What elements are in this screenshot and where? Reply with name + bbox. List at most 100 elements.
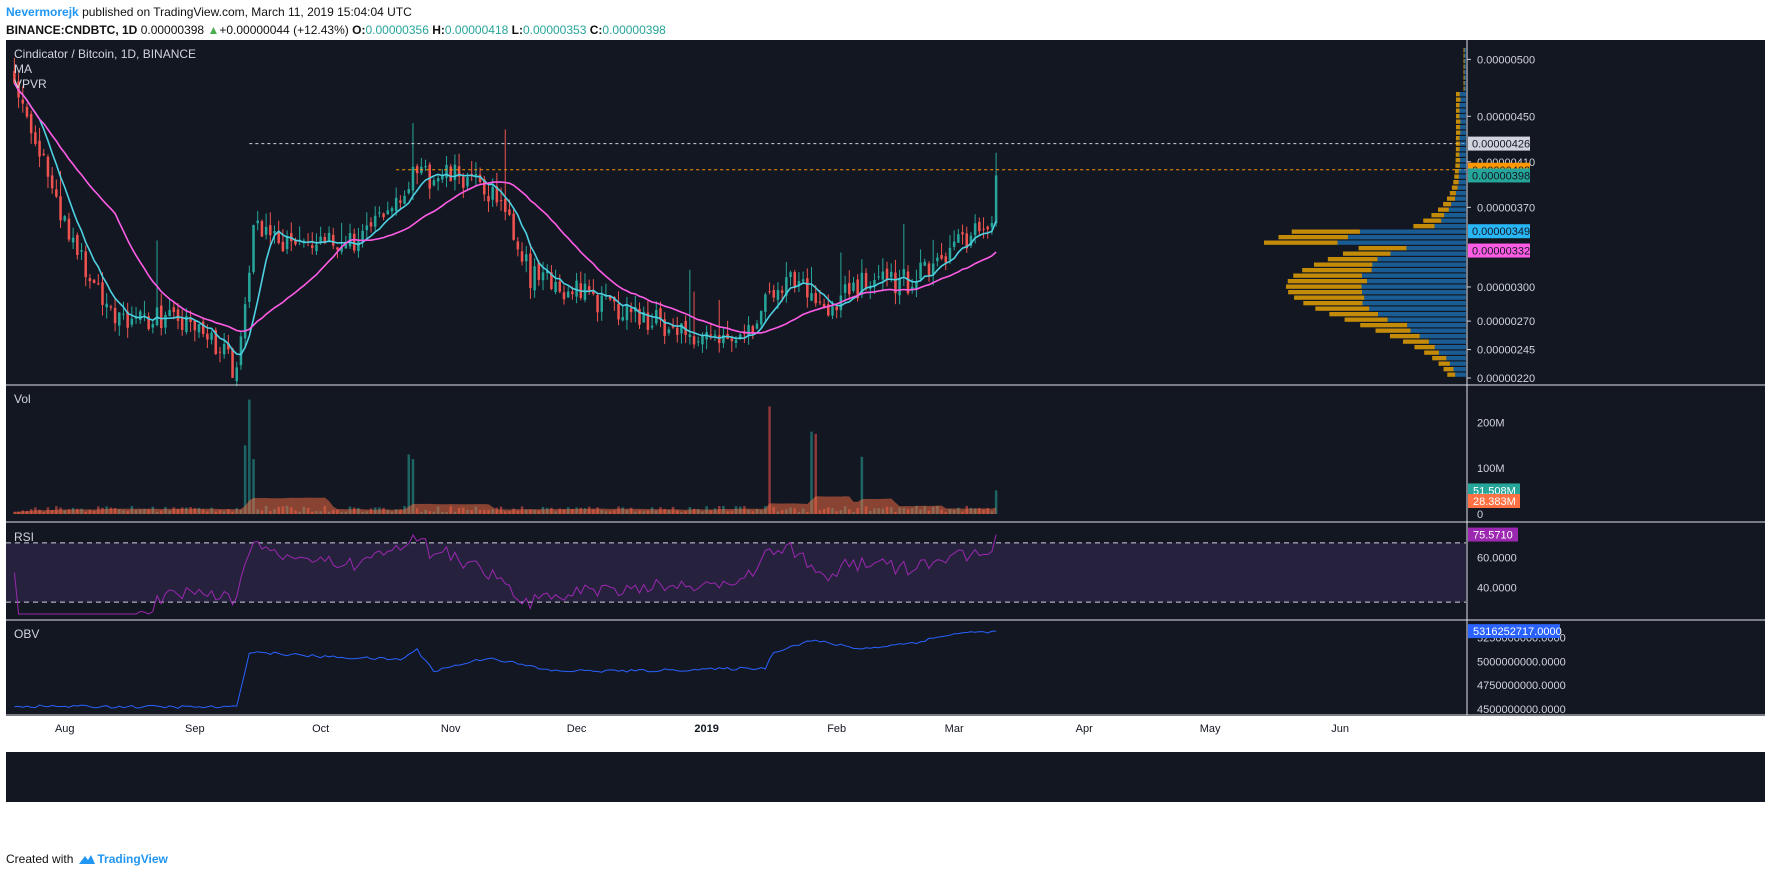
vpvr-bar-up	[1378, 312, 1466, 317]
candle-body	[260, 221, 264, 237]
candle-body	[785, 277, 788, 296]
vpvr-bar-up	[1434, 345, 1466, 350]
candle	[50, 167, 54, 194]
candle	[252, 224, 255, 275]
vpvr-indicator-label[interactable]: VPVR	[14, 77, 47, 91]
vpvr-bar-down	[1463, 48, 1465, 53]
candle-body	[487, 196, 490, 202]
candle-body	[50, 175, 54, 189]
chart-area[interactable]: 0.00000220 0.00000245 0.00000270 0.00000300…	[0, 40, 1771, 830]
candle	[898, 269, 901, 305]
candle-body	[717, 335, 721, 344]
candle-body	[378, 212, 381, 214]
obv-tick-label: 4750000000.0000	[1477, 680, 1566, 692]
candle-body	[923, 261, 927, 266]
volume-bar	[860, 456, 864, 514]
time-tick-label: Oct	[312, 723, 329, 735]
candle	[587, 279, 591, 295]
candle	[957, 228, 960, 243]
vpvr-bar-up	[1464, 48, 1466, 53]
candle	[331, 227, 335, 250]
rsi-tag-label: 75.5710	[1473, 530, 1513, 542]
candle-body	[533, 266, 536, 291]
candle	[449, 163, 452, 182]
candle-body	[201, 321, 205, 334]
candle-body	[852, 282, 855, 291]
candle	[978, 217, 981, 236]
vpvr-bar-down	[1455, 97, 1461, 102]
candle-body	[105, 303, 108, 308]
candle-body	[34, 132, 37, 145]
candle	[554, 269, 557, 295]
ma-indicator-label[interactable]: MA	[14, 62, 32, 76]
last-price: 0.00000398	[140, 23, 205, 37]
candle-body	[441, 175, 444, 180]
rsi-pane[interactable]	[6, 533, 1466, 615]
candle	[747, 316, 750, 345]
vpvr-bar-up	[1361, 284, 1466, 289]
candle	[617, 291, 620, 326]
candle	[692, 291, 696, 349]
candle-body	[961, 232, 964, 235]
price-pane[interactable]	[13, 48, 1466, 387]
candle	[222, 333, 226, 359]
candle	[478, 167, 482, 184]
candle	[562, 285, 566, 305]
candle	[109, 304, 113, 311]
candle-body	[550, 272, 553, 290]
candle	[55, 179, 58, 199]
candle-body	[210, 332, 213, 340]
candle-body	[902, 269, 906, 276]
volume-bar	[252, 459, 255, 514]
candle-body	[889, 271, 893, 278]
author-name[interactable]: Nevermorejk	[6, 5, 79, 19]
price-tag	[1468, 168, 1530, 183]
candle	[218, 346, 222, 363]
vpvr-bar-up	[1372, 262, 1466, 267]
candle-body	[55, 189, 58, 197]
time-tick-label: 2019	[694, 723, 718, 735]
volume-pane[interactable]	[13, 399, 998, 514]
candle	[566, 286, 570, 299]
candle-body	[382, 213, 385, 218]
candle-body	[407, 189, 411, 194]
candle	[189, 310, 192, 333]
candle-body	[327, 232, 331, 241]
candle-body	[764, 294, 767, 312]
candle-body	[88, 278, 92, 282]
high-value: 0.00000418	[444, 23, 509, 37]
candle	[462, 173, 465, 199]
candle	[436, 175, 440, 191]
vpvr-bar-down	[1455, 136, 1460, 141]
candle-body	[843, 284, 847, 293]
candle	[399, 195, 402, 210]
candle	[600, 286, 604, 321]
obv-pane[interactable]	[14, 630, 997, 709]
vpvr-bar-up	[1371, 268, 1466, 273]
candle	[885, 261, 889, 287]
candle-body	[130, 318, 134, 325]
tradingview-logo[interactable]: TradingView	[77, 852, 168, 866]
candle	[340, 222, 343, 255]
candle-body	[503, 198, 507, 212]
candle-body	[394, 197, 398, 212]
vpvr-bar-down	[1293, 273, 1362, 278]
publish-info: published on TradingView.com, March 11, …	[82, 5, 412, 19]
vpvr-bar-up	[1448, 207, 1466, 212]
volume-bar	[814, 433, 817, 514]
vpvr-bar-down	[1463, 53, 1465, 58]
candle	[264, 213, 268, 240]
candle-body	[894, 272, 897, 294]
candle-body	[281, 241, 285, 252]
candle	[994, 152, 998, 227]
volume-tag-label: 28.383M	[1473, 496, 1516, 508]
candle-body	[848, 282, 851, 295]
candle-body	[940, 254, 943, 259]
candle-body	[734, 340, 738, 343]
candle-body	[147, 316, 150, 330]
candle-body	[864, 273, 868, 289]
vpvr-bar-up	[1460, 158, 1466, 163]
candle-body	[508, 209, 511, 215]
vpvr-bar-up	[1428, 339, 1466, 344]
candle-body	[898, 278, 901, 296]
